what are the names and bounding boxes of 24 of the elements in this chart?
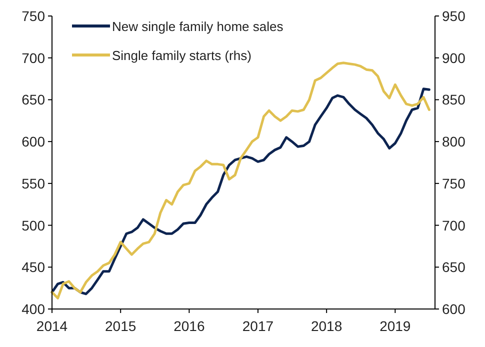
y2-tick-label: 950 bbox=[442, 8, 466, 24]
y2-tick-label: 900 bbox=[442, 50, 466, 66]
x-tick-label: 2016 bbox=[174, 318, 205, 334]
y-tick-label: 750 bbox=[22, 8, 46, 24]
y-tick-label: 550 bbox=[22, 175, 46, 192]
y2-tick-label: 700 bbox=[442, 217, 466, 234]
x-tick-label: 2014 bbox=[36, 318, 68, 334]
x-tick-label: 2018 bbox=[310, 318, 342, 334]
y-tick-label: 400 bbox=[22, 301, 46, 317]
x-tick-label: 2015 bbox=[105, 318, 136, 334]
legend-label: Single family starts (rhs) bbox=[112, 48, 252, 63]
y2-tick-label: 600 bbox=[442, 301, 466, 317]
y2-tick-label: 750 bbox=[442, 175, 466, 192]
y-tick-label: 700 bbox=[22, 50, 46, 66]
y-tick-label: 450 bbox=[22, 259, 46, 276]
y2-tick-label: 800 bbox=[442, 134, 466, 150]
y2-tick-label: 850 bbox=[442, 92, 466, 108]
legend-label: New single family home sales bbox=[112, 19, 284, 34]
y-tick-label: 500 bbox=[22, 217, 46, 234]
y2-tick-label: 650 bbox=[442, 259, 466, 276]
x-tick-label: 2019 bbox=[380, 318, 411, 334]
x-tick-label: 2017 bbox=[242, 318, 274, 334]
y-tick-label: 650 bbox=[22, 92, 46, 108]
y-tick-label: 600 bbox=[22, 134, 46, 150]
